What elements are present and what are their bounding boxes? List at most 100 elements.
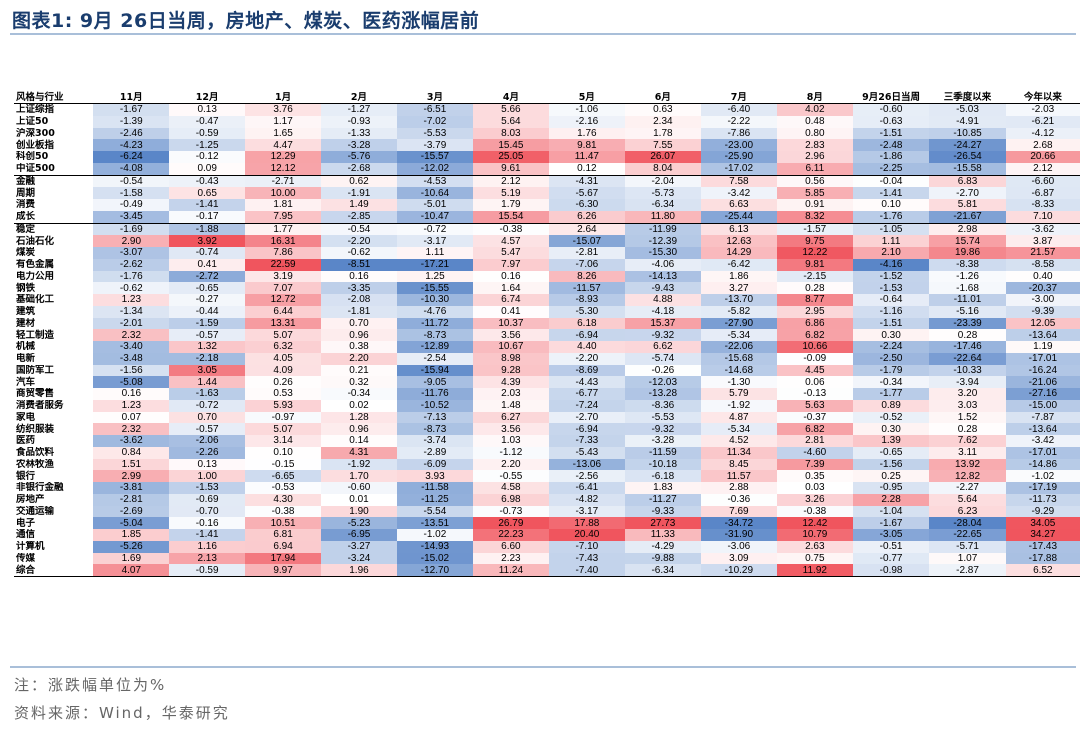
value-cell: 7.58 — [700, 174, 777, 188]
table-row: 钢铁 -0.62 -0.65 7.07 -3.35 -15.55 1.64 -11.57 -9.… — [14, 282, 1080, 294]
value-cell: -12.02 — [396, 162, 473, 175]
table-row: 银行 2.99 1.00 -6.65 1.70 3.93 -0.55 -2.56 -6.18 11… — [14, 470, 1080, 482]
value-cell: -6.94 — [548, 329, 625, 341]
value-cell: -17.88 — [1005, 552, 1080, 565]
value-cell: -0.93 — [321, 115, 397, 128]
value-cell: -1.26 — [929, 270, 1006, 283]
value-cell: -7.33 — [548, 435, 625, 447]
value-cell: 2.28 — [852, 493, 930, 506]
column-header: 三季度以来 — [929, 89, 1006, 104]
value-cell: 1.65 — [245, 127, 322, 140]
value-cell: -4.60 — [776, 446, 853, 459]
row-label: 创业板指 — [16, 139, 55, 151]
value-cell: 4.40 — [548, 341, 625, 353]
value-cell: -27.16 — [1005, 388, 1080, 400]
value-cell: -7.02 — [396, 115, 473, 128]
value-cell: 7.62 — [929, 435, 1006, 447]
value-cell: -3.35 — [321, 282, 397, 294]
value-cell: -5.34 — [700, 329, 777, 341]
value-cell: 11.80 — [624, 210, 701, 223]
value-cell: 0.01 — [321, 493, 397, 506]
row-label: 有色金属 — [16, 259, 55, 271]
value-cell: 6.86 — [776, 317, 853, 330]
value-cell: 2.03 — [472, 388, 549, 400]
value-cell: 1.96 — [321, 564, 397, 578]
table-row: 非银行金融 -3.81 -1.53 -0.53 -0.60 -11.58 4.58 -6.41… — [14, 482, 1080, 494]
value-cell: -8.33 — [1005, 199, 1080, 211]
value-cell: 6.32 — [245, 341, 322, 353]
value-cell: -0.17 — [169, 210, 246, 223]
value-cell: -4.18 — [624, 305, 701, 318]
value-cell: -0.12 — [169, 151, 246, 163]
value-cell: 4.87 — [700, 411, 777, 424]
value-cell: -2.69 — [93, 505, 170, 518]
value-cell: -0.13 — [776, 388, 853, 400]
value-cell: -2.03 — [1005, 103, 1080, 116]
row-label: 上证综指 — [16, 104, 55, 116]
table-row: 有色金属 -2.62 0.41 22.59 -8.51 -17.21 7.97 -7.06 -4… — [14, 258, 1080, 271]
value-cell: -0.62 — [321, 247, 397, 259]
value-cell: 1.64 — [472, 282, 549, 294]
value-cell: -15.68 — [700, 352, 777, 365]
table-row: 基础化工 1.23 -0.27 12.72 -2.08 -10.30 6.74 -8.93 4.… — [14, 294, 1080, 306]
value-cell: 15.74 — [929, 235, 1006, 247]
value-cell: 5.07 — [245, 329, 322, 341]
table-row: 医药 -3.62 -2.06 3.14 0.14 -3.74 1.03 -7.33 -3.28 4… — [14, 435, 1080, 447]
value-cell: 6.81 — [245, 529, 322, 541]
value-cell: -1.30 — [700, 376, 777, 388]
value-cell: -8.73 — [396, 329, 473, 341]
value-cell: 9.75 — [776, 235, 853, 247]
row-label: 电新 — [16, 353, 36, 365]
value-cell: 2.34 — [624, 115, 701, 128]
value-cell: -13.28 — [624, 388, 701, 400]
value-cell: -2.81 — [93, 493, 170, 506]
value-cell: -0.34 — [852, 376, 930, 388]
value-cell: 0.16 — [93, 388, 170, 400]
value-cell: 5.79 — [700, 388, 777, 400]
value-cell: -3.07 — [93, 247, 170, 259]
row-label: 商贸零售 — [16, 388, 55, 400]
value-cell: 4.31 — [321, 446, 397, 459]
row-label: 汽车 — [16, 376, 36, 388]
value-cell: 1.44 — [169, 376, 246, 388]
value-cell: -1.12 — [472, 446, 549, 459]
value-cell: -13.06 — [548, 458, 625, 471]
value-cell: -15.02 — [396, 552, 473, 565]
value-cell: -1.25 — [169, 139, 246, 151]
value-cell: 6.13 — [700, 222, 777, 236]
value-cell: 1.77 — [245, 222, 322, 236]
row-label: 金融 — [14, 174, 94, 188]
value-cell: 6.63 — [700, 199, 777, 211]
table-row: 房地产 -2.81 -0.69 4.30 0.01 -11.25 6.98 -4.82 -11.… — [14, 493, 1080, 506]
value-cell: -0.77 — [852, 552, 930, 565]
value-cell: 9.81 — [548, 139, 625, 151]
value-cell: 4.09 — [245, 364, 322, 377]
value-cell: -4.82 — [548, 493, 625, 506]
value-cell: -6.41 — [548, 482, 625, 494]
value-cell: -1.56 — [852, 458, 930, 471]
value-cell: 0.10 — [245, 446, 322, 459]
row-label: 消费 — [16, 199, 36, 211]
value-cell: 7.95 — [245, 210, 322, 223]
value-cell: -10.29 — [700, 564, 777, 578]
value-cell: 20.66 — [1005, 151, 1080, 163]
table-row: 煤炭 -3.07 -0.74 7.86 -0.62 1.11 5.47 -2.81 -15.30… — [14, 247, 1080, 259]
value-cell: -0.98 — [852, 564, 930, 578]
value-cell: 25.05 — [472, 151, 549, 163]
value-cell: -5.03 — [929, 103, 1006, 116]
value-cell: -4.12 — [1005, 127, 1080, 140]
value-cell: -1.86 — [852, 151, 930, 163]
value-cell: -2.56 — [548, 470, 625, 482]
value-cell: -1.33 — [321, 127, 397, 140]
value-cell: -2.20 — [548, 352, 625, 365]
value-cell: 0.53 — [245, 388, 322, 400]
value-cell: 34.05 — [1005, 517, 1080, 529]
table-row: 轻工制造 2.32 -0.57 5.07 0.96 -8.73 3.56 -6.94 -9.32… — [14, 329, 1080, 341]
value-cell: -11.58 — [396, 482, 473, 494]
value-cell: -3.81 — [93, 482, 170, 494]
row-label: 科创50 — [16, 151, 49, 163]
table-row: 建材 -2.01 -1.59 13.31 0.70 -11.72 10.37 6.18 15.3… — [14, 317, 1080, 330]
value-cell: 2.90 — [93, 235, 170, 247]
value-cell: -13.51 — [396, 517, 473, 529]
value-cell: -11.27 — [624, 493, 701, 506]
